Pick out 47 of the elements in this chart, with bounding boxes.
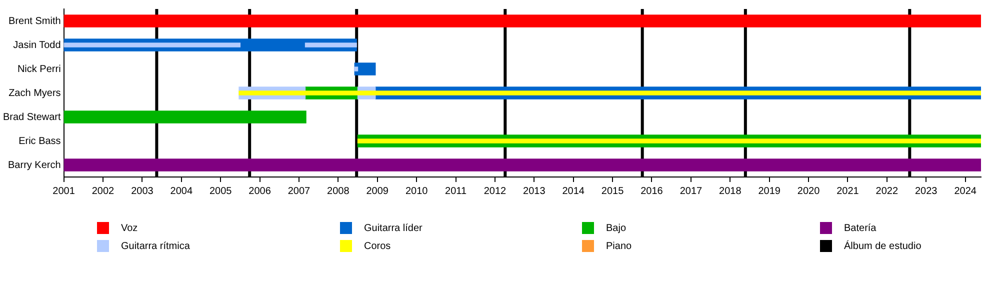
legend-label: Coros [364, 240, 391, 252]
legend-label: Álbum de estudio [844, 240, 922, 252]
x-tick-label: 2017 [680, 186, 703, 197]
x-tick-label: 2008 [327, 186, 350, 197]
x-tick-label: 2023 [915, 186, 938, 197]
legend-label: Bajo [606, 222, 626, 234]
bar [64, 14, 981, 28]
legend-label: Piano [606, 240, 632, 252]
bar [64, 158, 981, 172]
bar [64, 110, 306, 124]
x-tick-label: 2001 [52, 186, 76, 197]
x-tick-label: 2018 [719, 186, 742, 197]
bar [354, 66, 358, 72]
x-tick-label: 2011 [445, 186, 467, 197]
bar [64, 42, 241, 48]
x-tick-label: 2009 [366, 186, 389, 197]
x-tick-label: 2003 [131, 186, 154, 197]
x-tick-label: 2007 [288, 186, 311, 197]
x-tick-label: 2019 [758, 186, 781, 197]
y-tick-label: Eric Bass [18, 136, 61, 147]
y-tick-label: Barry Kerch [8, 160, 61, 171]
x-tick-label: 2021 [836, 186, 860, 197]
bar [354, 62, 376, 76]
x-tick-label: 2024 [954, 186, 977, 197]
x-tick-label: 2013 [523, 186, 546, 197]
x-tick-label: 2016 [640, 186, 664, 197]
y-tick-label: Nick Perri [17, 64, 61, 75]
legend-label: Batería [844, 222, 876, 234]
x-tick-label: 2012 [484, 186, 507, 197]
y-tick-label: Jasin Todd [13, 40, 61, 51]
x-tick-label: 2005 [209, 186, 232, 197]
y-tick-label: Brad Stewart [2, 112, 62, 123]
x-tick-label: 2015 [601, 186, 624, 197]
y-tick-label: Brent Smith [8, 16, 61, 27]
bar [357, 138, 981, 144]
legend-label: Guitarra líder [364, 222, 422, 234]
x-tick-label: 2006 [248, 186, 272, 197]
x-tick-label: 2014 [562, 186, 585, 197]
y-tick-label: Zach Myers [8, 88, 61, 99]
bar [238, 90, 981, 96]
x-tick-label: 2004 [170, 186, 193, 197]
legend-label: Guitarra rítmica [121, 240, 190, 252]
x-tick-label: 2002 [92, 186, 115, 197]
x-tick-label: 2020 [797, 186, 820, 197]
legend-label: Voz [121, 222, 138, 234]
x-tick-label: 2010 [405, 186, 428, 197]
x-tick-label: 2022 [876, 186, 898, 197]
